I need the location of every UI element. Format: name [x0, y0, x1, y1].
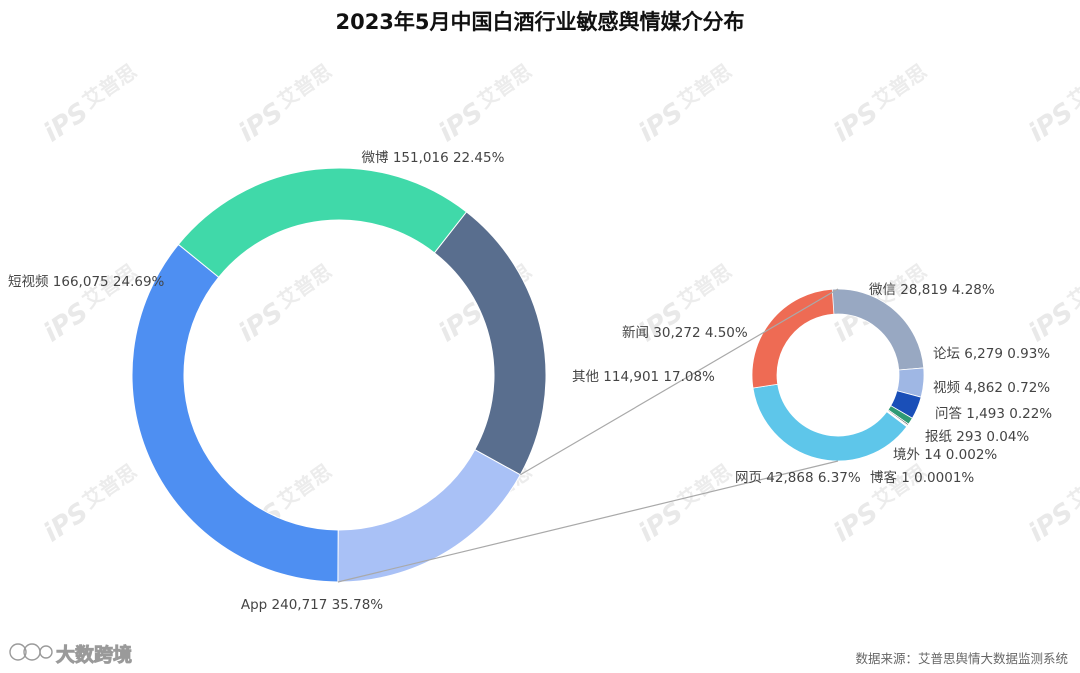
data-source: 数据来源：艾普思舆情大数据监测系统	[855, 651, 1068, 666]
watermark-text: 艾普思	[868, 59, 931, 113]
connector-line-bottom	[337, 460, 839, 583]
brand-name: 大数跨境	[56, 643, 132, 666]
slice-label: 新闻 30,272 4.50%	[622, 325, 748, 341]
watermark-text: 艾普思	[273, 59, 336, 113]
slice-label: 博客 1 0.0001%	[870, 469, 974, 486]
watermark-text: 艾普思	[78, 59, 141, 113]
brand-logo-icon	[9, 643, 53, 661]
slice-label: 网页 42,868 6.37%	[735, 470, 861, 486]
main-slice	[131, 243, 339, 583]
watermark-text: 艾普思	[273, 459, 336, 513]
watermark-text: 艾普思	[473, 59, 536, 113]
watermark-text: 艾普思	[868, 459, 931, 513]
slice-label: 微信 28,819 4.28%	[869, 282, 995, 298]
breakdown-donut	[751, 288, 925, 462]
main-slice	[177, 167, 468, 278]
slice-label: App 240,717 35.78%	[241, 597, 383, 613]
slice-label: 微博 151,016 22.45%	[362, 149, 505, 166]
main-slice	[337, 449, 522, 583]
watermark-text: 艾普思	[673, 459, 736, 513]
brand-logo: 大数跨境	[9, 643, 132, 666]
main-donut	[131, 167, 547, 583]
watermark-text: 艾普思	[78, 459, 141, 513]
slice-labels: 微博 151,016 22.45% 其他 114,901 17.08% App 24…	[8, 149, 1052, 613]
connector-line-top	[520, 288, 839, 476]
slice-label: 问答 1,493 0.22%	[935, 405, 1052, 422]
slice-label: 短视频 166,075 24.69%	[8, 274, 165, 290]
breakdown-slice	[752, 383, 908, 462]
chart-title: 2023年5月中国白酒行业敏感舆情媒介分布	[335, 10, 744, 34]
watermark-text: 艾普思	[673, 59, 736, 113]
slice-label: 论坛 6,279 0.93%	[933, 346, 1050, 362]
breakdown-slice	[751, 288, 835, 389]
slice-label: 其他 114,901 17.08%	[572, 369, 715, 385]
connector-lines	[337, 288, 839, 583]
watermark-text: 艾普思	[273, 259, 336, 313]
slice-label: 视频 4,862 0.72%	[933, 380, 1050, 396]
slice-label: 报纸 293 0.04%	[925, 429, 1029, 445]
slice-label: 境外 14 0.002%	[893, 447, 997, 463]
watermark-text: 艾普思	[673, 259, 736, 313]
